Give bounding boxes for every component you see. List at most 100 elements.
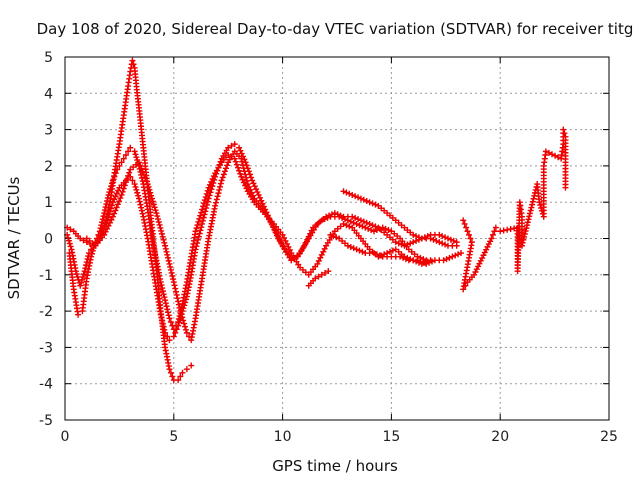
series-track-f	[327, 231, 465, 267]
y-tick-label: 3	[44, 123, 53, 139]
data-point	[170, 279, 177, 286]
data-point	[134, 189, 141, 196]
data-point	[95, 231, 102, 238]
y-tick-label: -5	[39, 413, 53, 429]
data-point	[159, 317, 166, 324]
data-point	[382, 225, 389, 232]
data-point	[165, 312, 172, 319]
data-point	[151, 204, 158, 211]
data-point	[194, 222, 201, 229]
data-point	[427, 235, 434, 242]
data-point	[107, 208, 114, 215]
data-point	[142, 174, 149, 181]
x-tick-label: 25	[600, 429, 618, 445]
data-point	[74, 273, 81, 280]
data-point	[223, 165, 230, 172]
data-point	[157, 279, 164, 286]
data-point	[237, 170, 244, 177]
data-point	[106, 219, 113, 226]
data-point	[164, 254, 171, 261]
data-point	[368, 227, 375, 234]
data-point	[108, 205, 115, 212]
data-point	[125, 148, 132, 155]
data-point	[340, 188, 347, 195]
data-point	[67, 243, 74, 250]
data-point	[161, 294, 168, 301]
data-point	[356, 247, 363, 254]
data-point	[137, 162, 144, 169]
data-point	[208, 186, 215, 193]
data-point	[314, 260, 321, 267]
data-point	[365, 225, 372, 232]
y-tick-label: 1	[44, 195, 53, 211]
data-point	[323, 213, 330, 220]
data-point	[181, 320, 188, 327]
data-point	[385, 227, 392, 234]
data-point	[355, 194, 362, 201]
data-point	[376, 252, 383, 259]
data-point	[77, 282, 84, 289]
data-point	[238, 155, 245, 162]
data-point	[401, 242, 408, 249]
data-point	[108, 216, 115, 223]
data-point	[83, 262, 90, 269]
data-point	[133, 186, 140, 193]
data-point	[561, 130, 568, 137]
data-point	[519, 239, 526, 246]
data-point	[492, 224, 499, 231]
data-point	[386, 248, 393, 255]
data-point	[330, 233, 337, 240]
data-point	[467, 235, 474, 242]
data-point	[415, 234, 422, 241]
data-point	[150, 201, 157, 208]
data-point	[334, 211, 341, 218]
data-point	[281, 234, 288, 241]
data-point	[251, 183, 258, 190]
data-point	[183, 329, 190, 336]
data-point	[135, 159, 142, 166]
data-point	[178, 311, 185, 318]
data-point	[179, 369, 186, 376]
data-point	[206, 192, 213, 199]
data-point	[156, 221, 163, 228]
data-point	[344, 242, 351, 249]
data-point	[224, 162, 231, 169]
data-point	[426, 259, 433, 266]
data-point	[166, 315, 173, 322]
data-point	[214, 167, 221, 174]
data-point	[249, 177, 256, 184]
data-point	[242, 171, 249, 178]
data-point	[162, 329, 169, 336]
data-point	[166, 366, 173, 373]
y-tick-label: -3	[39, 340, 53, 356]
data-point	[395, 240, 402, 247]
data-point	[181, 323, 188, 330]
data-point	[164, 333, 171, 340]
y-tick-label: -4	[39, 377, 53, 393]
data-point	[114, 166, 121, 173]
data-point	[148, 192, 155, 199]
data-point	[164, 309, 171, 316]
data-point	[360, 196, 367, 203]
series-track-d	[83, 148, 460, 344]
data-point	[526, 213, 533, 220]
data-point	[199, 206, 206, 213]
data-point	[429, 258, 436, 265]
data-point	[159, 285, 166, 292]
data-point	[460, 286, 467, 293]
data-point	[203, 201, 210, 208]
data-point	[217, 180, 224, 187]
data-point	[163, 303, 170, 310]
data-point	[215, 164, 222, 171]
data-point	[326, 212, 333, 219]
data-point	[439, 240, 446, 247]
data-point	[157, 311, 164, 318]
data-point	[131, 148, 138, 155]
data-point	[180, 317, 187, 324]
data-point	[279, 231, 286, 238]
data-point	[173, 326, 180, 333]
data-point	[114, 201, 121, 208]
data-point	[132, 151, 139, 158]
data-point	[211, 176, 218, 183]
data-point	[152, 207, 159, 214]
